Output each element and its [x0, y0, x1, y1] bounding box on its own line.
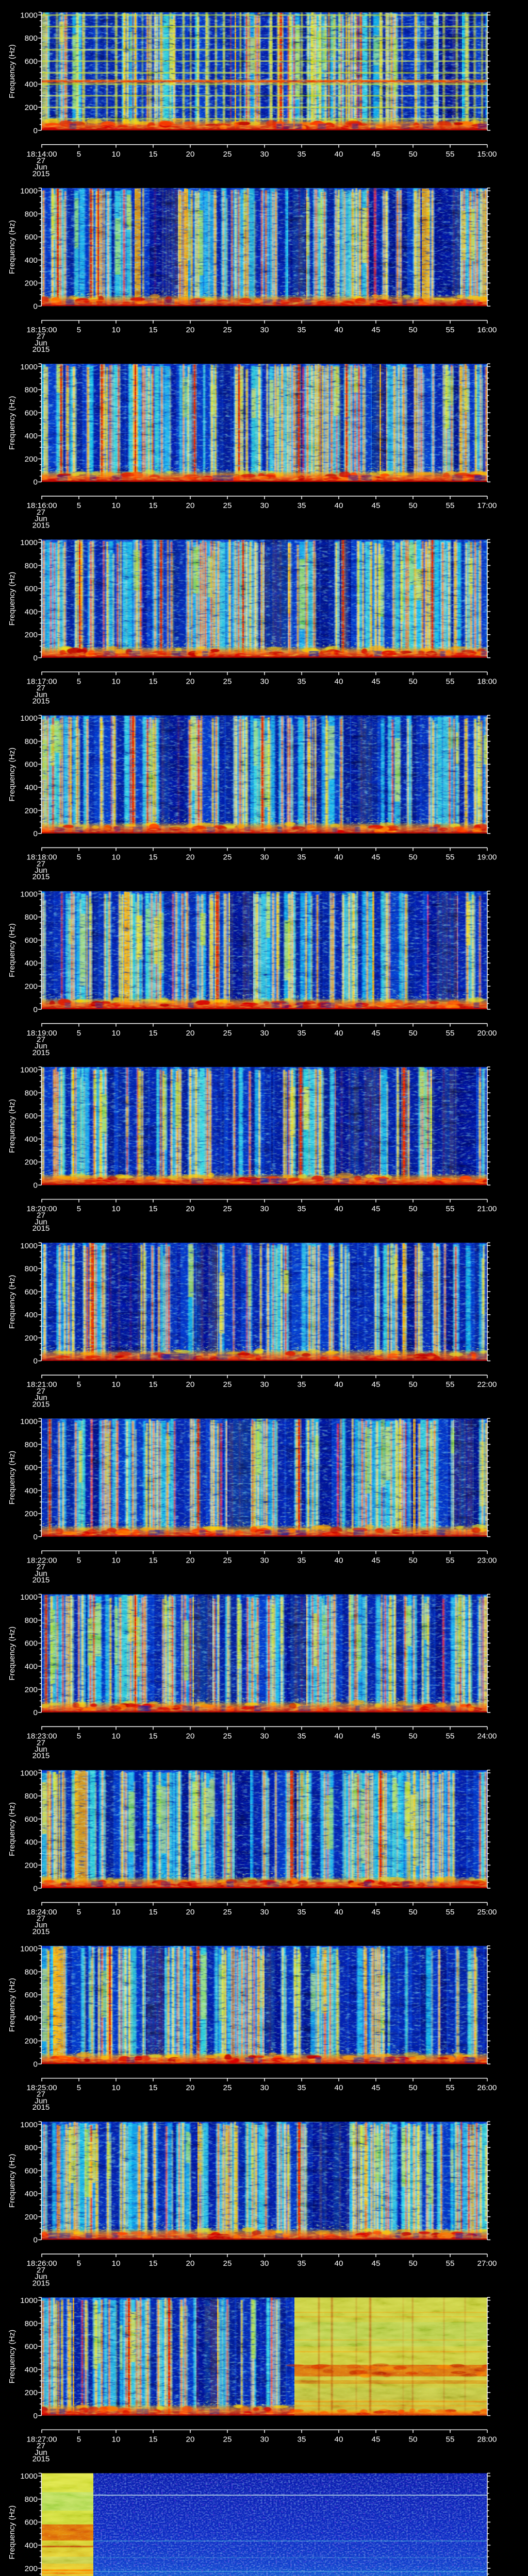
svg-text:18:16:00: 18:16:00 [26, 501, 57, 510]
svg-text:27: 27 [37, 2442, 45, 2450]
svg-text:19:00: 19:00 [477, 853, 497, 862]
svg-text:2015: 2015 [32, 2103, 50, 2112]
svg-text:27: 27 [37, 332, 45, 341]
svg-text:2015: 2015 [32, 2279, 50, 2287]
svg-text:Jun: Jun [35, 338, 47, 347]
svg-text:17:00: 17:00 [477, 501, 497, 510]
svg-text:27: 27 [37, 508, 45, 517]
svg-text:Jun: Jun [35, 1394, 47, 1402]
svg-text:Jun: Jun [35, 690, 47, 699]
svg-text:2015: 2015 [32, 170, 50, 178]
svg-text:27:00: 27:00 [477, 2259, 497, 2268]
svg-text:18:23:00: 18:23:00 [26, 1732, 57, 1741]
svg-text:21:00: 21:00 [477, 1205, 497, 1213]
svg-text:27: 27 [37, 684, 45, 692]
svg-text:2015: 2015 [32, 1048, 50, 1057]
svg-text:2015: 2015 [32, 345, 50, 354]
svg-text:18:18:00: 18:18:00 [26, 853, 57, 862]
svg-text:27: 27 [37, 1036, 45, 1044]
svg-text:Jun: Jun [35, 163, 47, 172]
svg-text:27: 27 [37, 157, 45, 165]
svg-text:27: 27 [37, 2090, 45, 2099]
svg-text:18:17:00: 18:17:00 [26, 677, 57, 686]
svg-text:2015: 2015 [32, 1400, 50, 1409]
svg-text:18:15:00: 18:15:00 [26, 326, 57, 334]
svg-text:27: 27 [37, 2266, 45, 2275]
svg-text:2015: 2015 [32, 873, 50, 882]
svg-text:18:19:00: 18:19:00 [26, 1029, 57, 1038]
svg-text:26:00: 26:00 [477, 2083, 497, 2092]
svg-text:18:26:00: 18:26:00 [26, 2259, 57, 2268]
svg-text:Jun: Jun [35, 1217, 47, 1226]
svg-text:18:20:00: 18:20:00 [26, 1205, 57, 1213]
svg-text:2015: 2015 [32, 1224, 50, 1233]
svg-text:2015: 2015 [32, 1752, 50, 1760]
svg-text:27: 27 [37, 859, 45, 868]
svg-text:18:24:00: 18:24:00 [26, 1908, 57, 1917]
svg-text:27: 27 [37, 1738, 45, 1747]
svg-text:Jun: Jun [35, 515, 47, 523]
svg-text:18:14:00: 18:14:00 [26, 150, 57, 159]
svg-text:28:00: 28:00 [477, 2435, 497, 2444]
svg-text:Jun: Jun [35, 1042, 47, 1050]
svg-text:27: 27 [37, 1387, 45, 1396]
svg-text:Jun: Jun [35, 2273, 47, 2281]
svg-text:18:27:00: 18:27:00 [26, 2435, 57, 2444]
svg-text:23:00: 23:00 [477, 1556, 497, 1565]
svg-text:18:21:00: 18:21:00 [26, 1380, 57, 1389]
svg-text:2015: 2015 [32, 2455, 50, 2464]
svg-text:Jun: Jun [35, 2448, 47, 2457]
svg-text:2015: 2015 [32, 1576, 50, 1585]
svg-text:22:00: 22:00 [477, 1380, 497, 1389]
svg-text:18:25:00: 18:25:00 [26, 2083, 57, 2092]
svg-text:27: 27 [37, 1563, 45, 1571]
svg-text:Jun: Jun [35, 1745, 47, 1754]
svg-text:2015: 2015 [32, 521, 50, 530]
svg-text:18:22:00: 18:22:00 [26, 1556, 57, 1565]
svg-text:27: 27 [37, 1211, 45, 1220]
svg-text:25:00: 25:00 [477, 1908, 497, 1917]
svg-text:2015: 2015 [32, 1927, 50, 1936]
svg-text:2015: 2015 [32, 697, 50, 706]
svg-text:16:00: 16:00 [477, 326, 497, 334]
svg-text:18:00: 18:00 [477, 677, 497, 686]
svg-text:20:00: 20:00 [477, 1029, 497, 1038]
svg-text:15:00: 15:00 [477, 150, 497, 159]
svg-text:Jun: Jun [35, 1921, 47, 1929]
svg-text:Jun: Jun [35, 2096, 47, 2105]
svg-text:27: 27 [37, 1914, 45, 1923]
svg-text:Jun: Jun [35, 1569, 47, 1578]
svg-text:24:00: 24:00 [477, 1732, 497, 1741]
svg-text:Jun: Jun [35, 866, 47, 875]
